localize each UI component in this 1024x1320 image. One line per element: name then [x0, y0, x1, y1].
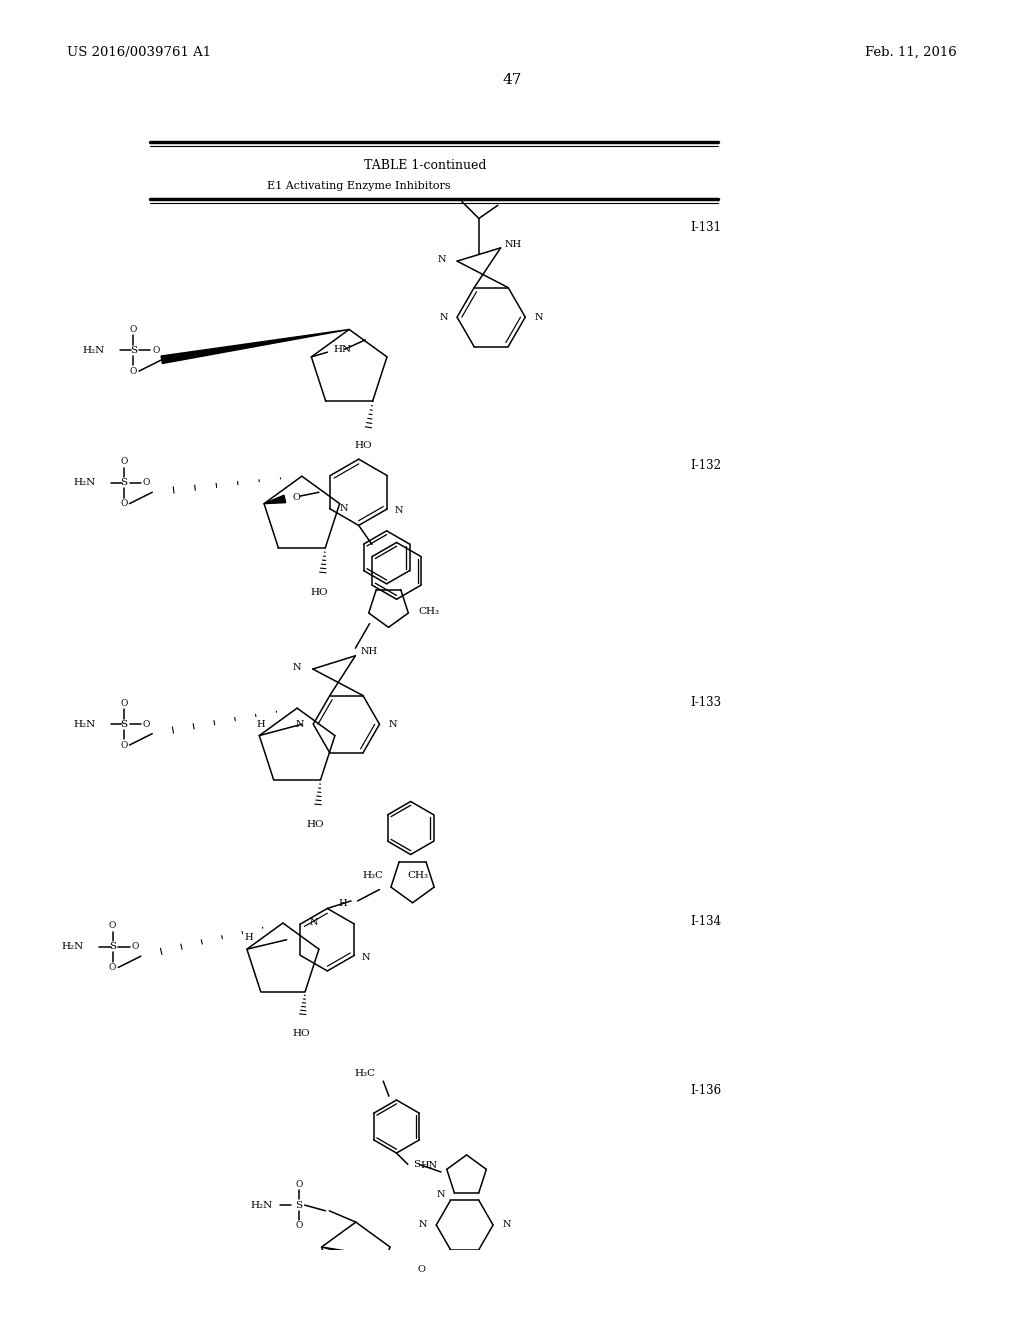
Text: H₂N: H₂N: [83, 346, 104, 355]
Text: E1 Activating Enzyme Inhibitors: E1 Activating Enzyme Inhibitors: [267, 181, 451, 190]
Text: CH₃: CH₃: [419, 607, 439, 615]
Text: I-131: I-131: [690, 220, 721, 234]
Text: S: S: [296, 1201, 302, 1209]
Text: HO: HO: [306, 820, 324, 829]
Text: O: O: [153, 346, 160, 355]
Text: 47: 47: [503, 74, 521, 87]
Text: HN: HN: [333, 345, 351, 354]
Text: N: N: [535, 313, 543, 322]
Text: N: N: [503, 1221, 511, 1229]
Text: NH: NH: [360, 648, 377, 656]
Text: H₃C: H₃C: [354, 1069, 376, 1078]
Text: HO: HO: [354, 441, 372, 450]
Text: O: O: [295, 1180, 303, 1189]
Text: H: H: [339, 899, 347, 908]
Text: HN: HN: [420, 1162, 437, 1170]
Text: S: S: [109, 942, 116, 952]
Text: H₃C: H₃C: [362, 871, 383, 880]
Text: H₂N: H₂N: [73, 478, 95, 487]
Text: O: O: [120, 741, 128, 750]
Text: O: O: [131, 942, 139, 952]
Text: O: O: [143, 478, 151, 487]
Text: N: N: [295, 719, 304, 729]
Text: NH: NH: [505, 239, 521, 248]
Polygon shape: [322, 1247, 391, 1266]
Text: O: O: [293, 492, 300, 502]
Text: O: O: [120, 499, 128, 508]
Text: O: O: [130, 325, 137, 334]
Text: HO: HO: [310, 587, 329, 597]
Text: O: O: [295, 1221, 303, 1230]
Text: US 2016/0039761 A1: US 2016/0039761 A1: [67, 46, 211, 58]
Text: I-134: I-134: [690, 915, 721, 928]
Text: H: H: [257, 719, 265, 729]
Text: N: N: [340, 504, 348, 513]
Text: Feb. 11, 2016: Feb. 11, 2016: [865, 46, 957, 58]
Text: N: N: [395, 507, 403, 515]
Text: N: N: [439, 313, 447, 322]
Text: O: O: [130, 367, 137, 376]
Text: I-136: I-136: [690, 1084, 721, 1097]
Text: I-132: I-132: [690, 459, 721, 473]
Text: N: N: [389, 719, 397, 729]
Text: N: N: [362, 953, 371, 962]
Text: S: S: [414, 1160, 421, 1170]
Text: N: N: [310, 917, 318, 927]
Text: N: N: [293, 663, 301, 672]
Text: O: O: [109, 964, 116, 972]
Text: H₂N: H₂N: [250, 1201, 272, 1209]
Text: O: O: [143, 719, 151, 729]
Text: H₂N: H₂N: [61, 942, 84, 952]
Text: N: N: [436, 1191, 444, 1199]
Text: N: N: [437, 255, 445, 264]
Text: HO: HO: [293, 1030, 310, 1039]
Text: O: O: [120, 698, 128, 708]
Text: TABLE 1-continued: TABLE 1-continued: [364, 160, 486, 172]
Text: O: O: [109, 921, 116, 931]
Text: S: S: [120, 478, 127, 487]
Text: H: H: [245, 933, 253, 942]
Polygon shape: [264, 495, 286, 504]
Text: O: O: [417, 1265, 425, 1274]
Text: I-133: I-133: [690, 696, 721, 709]
Text: H₂N: H₂N: [73, 719, 95, 729]
Text: CH₃: CH₃: [408, 871, 429, 880]
Text: N: N: [418, 1221, 427, 1229]
Text: O: O: [120, 458, 128, 466]
Polygon shape: [161, 330, 349, 363]
Text: S: S: [120, 719, 127, 729]
Text: S: S: [130, 346, 137, 355]
